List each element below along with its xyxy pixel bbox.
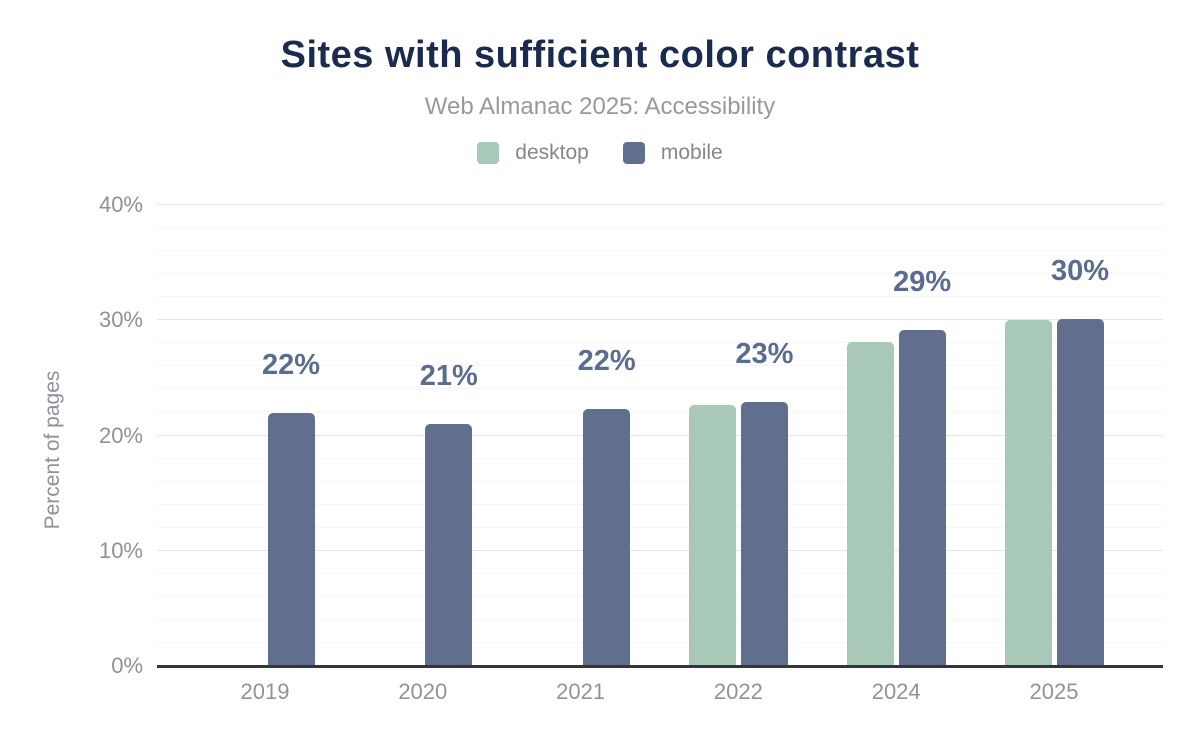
legend-item-desktop[interactable]: desktop: [477, 141, 589, 165]
gridline-minor: [157, 595, 1163, 597]
y-tick-label-30: 30%: [98, 307, 143, 333]
chart-subtitle: Web Almanac 2025: Accessibility: [424, 93, 776, 120]
gridline-minor: [157, 250, 1163, 252]
value-label-2025: 30%: [1050, 255, 1110, 288]
x-tick-label-2024: 2024: [871, 679, 921, 704]
x-tick-label-2022: 2022: [713, 679, 763, 704]
gridline-minor: [157, 480, 1163, 482]
bar-mobile-2019[interactable]: [267, 412, 315, 665]
bar-mobile-2022[interactable]: [740, 402, 788, 665]
y-axis-title: Percent of pages: [41, 370, 64, 530]
value-label-2020: 21%: [419, 360, 478, 393]
gridline-major: [157, 434, 1163, 436]
legend-label-desktop: desktop: [515, 141, 589, 164]
value-label-2021: 22%: [577, 345, 636, 378]
gridline-minor: [157, 342, 1163, 344]
legend-swatch-desktop: [477, 142, 500, 164]
gridline-minor: [157, 227, 1163, 229]
bar-mobile-2025[interactable]: [1056, 319, 1104, 665]
bar-desktop-2025[interactable]: [1004, 320, 1052, 665]
chart-legend: desktop mobile: [0, 141, 1200, 165]
x-tick-label-2020: 2020: [398, 679, 448, 704]
gridline-minor: [157, 296, 1163, 298]
x-tick-label-2021: 2021: [556, 679, 606, 704]
gridline-major: [157, 204, 1163, 205]
bar-mobile-2020[interactable]: [425, 424, 473, 665]
value-label-2019: 22%: [261, 348, 321, 381]
legend-swatch-mobile: [622, 142, 645, 164]
value-label-2024: 29%: [893, 265, 952, 298]
x-tick-label-2025: 2025: [1029, 679, 1079, 704]
gridline-minor: [157, 273, 1163, 275]
gridline-minor: [157, 618, 1163, 620]
gridline-minor: [157, 411, 1163, 413]
bar-desktop-2024[interactable]: [846, 342, 894, 665]
legend-label-mobile: mobile: [660, 141, 723, 164]
gridline-major: [157, 549, 1163, 551]
y-tick-label-40: 40%: [98, 192, 143, 217]
value-label-2022: 23%: [735, 338, 794, 371]
gridline-minor: [157, 526, 1163, 528]
legend-item-mobile[interactable]: mobile: [622, 141, 723, 165]
bar-mobile-2021[interactable]: [583, 409, 631, 665]
gridline-minor: [157, 457, 1163, 459]
bar-desktop-2022[interactable]: [688, 404, 736, 665]
gridline-minor: [157, 572, 1163, 574]
gridline-minor: [157, 641, 1163, 643]
y-tick-label-20: 20%: [98, 422, 143, 448]
gridline-major: [157, 319, 1163, 321]
y-tick-label-10: 10%: [98, 537, 143, 563]
x-axis-line: [157, 665, 1163, 668]
plot-area: 22% 21% 22% 23% 29% 30%: [157, 204, 1163, 668]
gridline-minor: [157, 365, 1163, 367]
gridline-minor: [157, 388, 1163, 390]
chart-title: Sites with sufficient color contrast: [280, 34, 920, 76]
bar-mobile-2024[interactable]: [898, 329, 946, 665]
x-tick-label-2019: 2019: [240, 679, 290, 704]
y-tick-label-0: 0%: [111, 653, 143, 678]
gridline-minor: [157, 503, 1163, 505]
